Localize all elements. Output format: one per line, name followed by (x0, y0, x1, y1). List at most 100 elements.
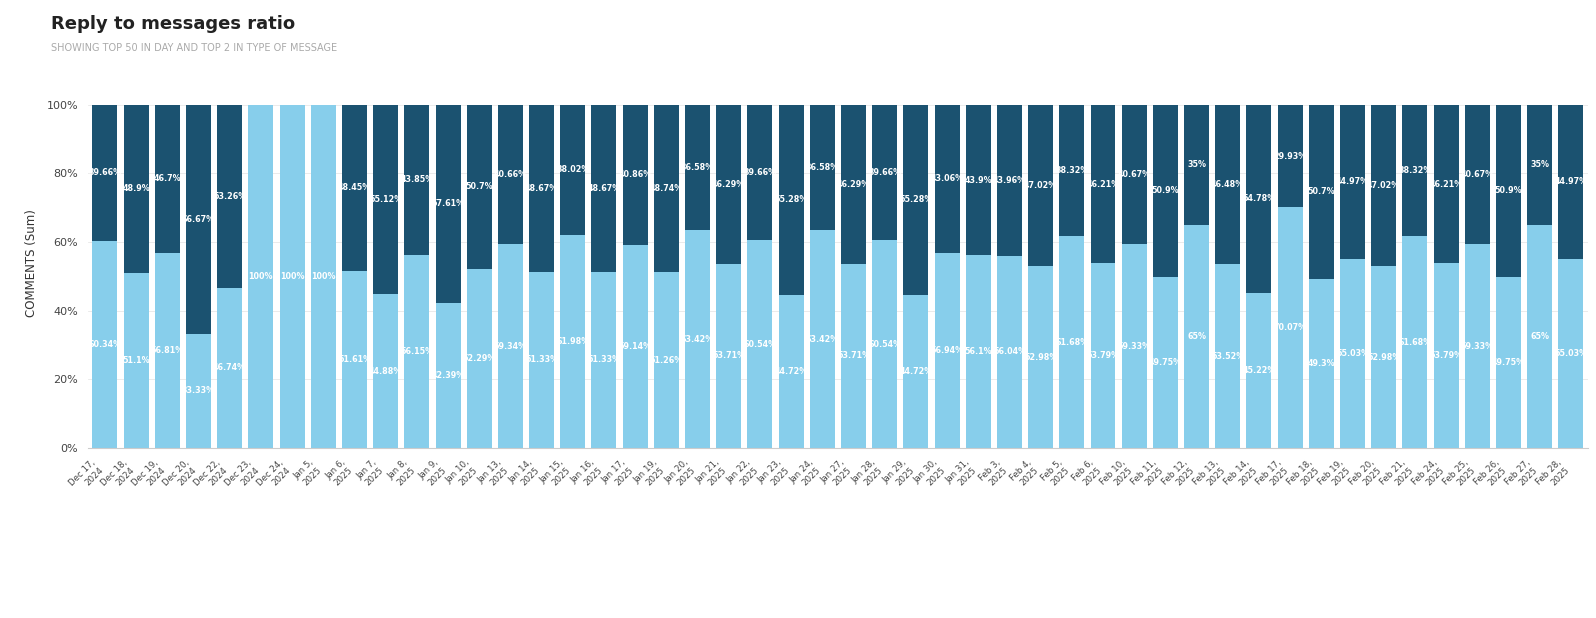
Text: 44.97%: 44.97% (1336, 177, 1369, 187)
Text: 56.1%: 56.1% (964, 347, 993, 356)
Text: 53.71%: 53.71% (836, 352, 870, 360)
Bar (1433, 104, 1459, 263)
Bar (779, 104, 804, 295)
Text: 65%: 65% (1531, 332, 1550, 341)
Text: Reply to messages ratio: Reply to messages ratio (51, 15, 295, 33)
Text: 63.42%: 63.42% (806, 335, 839, 344)
Bar (935, 104, 959, 253)
Bar (530, 272, 554, 448)
Text: 48.74%: 48.74% (650, 184, 683, 193)
Bar (1090, 104, 1116, 263)
Text: 56.15%: 56.15% (401, 347, 434, 356)
Text: 38.32%: 38.32% (1055, 166, 1088, 175)
Bar (871, 104, 897, 240)
Text: 46.21%: 46.21% (1087, 180, 1120, 188)
Text: 61.68%: 61.68% (1055, 337, 1088, 347)
Bar (1028, 104, 1053, 266)
Bar (1090, 263, 1116, 448)
Bar (1495, 104, 1521, 277)
Text: 60.54%: 60.54% (744, 340, 777, 349)
Bar (1465, 244, 1489, 448)
Bar (187, 104, 211, 334)
Text: 52.29%: 52.29% (463, 353, 496, 363)
Bar (1152, 277, 1178, 448)
Text: 49.75%: 49.75% (1149, 358, 1183, 367)
Text: 52.98%: 52.98% (1368, 353, 1400, 362)
Text: 39.66%: 39.66% (88, 168, 121, 177)
Bar (841, 264, 867, 448)
Bar (1246, 293, 1272, 448)
Text: 49.75%: 49.75% (1492, 358, 1526, 367)
Bar (1341, 259, 1365, 448)
Bar (373, 104, 397, 294)
Bar (404, 255, 429, 448)
Bar (436, 302, 461, 448)
Text: 53.79%: 53.79% (1087, 351, 1119, 360)
Bar (498, 244, 523, 448)
Text: 36.58%: 36.58% (806, 163, 839, 172)
Bar (1246, 104, 1272, 293)
Bar (779, 295, 804, 448)
Text: 55.28%: 55.28% (774, 195, 808, 204)
Text: 44.72%: 44.72% (774, 366, 808, 376)
Bar (1215, 104, 1240, 265)
Text: 40.67%: 40.67% (1117, 170, 1151, 179)
Text: 60.54%: 60.54% (868, 340, 902, 349)
Bar (560, 235, 586, 448)
Text: 51.33%: 51.33% (587, 355, 621, 365)
Text: 51.26%: 51.26% (650, 355, 683, 365)
Bar (871, 240, 897, 448)
Text: 59.34%: 59.34% (493, 342, 527, 350)
Text: 53.71%: 53.71% (712, 352, 745, 360)
Text: 59.33%: 59.33% (1117, 342, 1151, 350)
Bar (93, 241, 118, 448)
Text: 66.67%: 66.67% (182, 214, 215, 224)
Bar (1403, 236, 1427, 448)
Text: 50.7%: 50.7% (1307, 187, 1336, 197)
Bar (1215, 265, 1240, 448)
Bar (809, 104, 835, 231)
Y-axis label: COMMENTS (Sum): COMMENTS (Sum) (26, 209, 38, 316)
Text: 53.52%: 53.52% (1211, 352, 1245, 361)
Text: 56.81%: 56.81% (150, 346, 184, 355)
Bar (1184, 104, 1210, 225)
Bar (279, 104, 305, 448)
Text: 46.48%: 46.48% (1211, 180, 1245, 189)
Bar (903, 104, 929, 295)
Bar (217, 104, 243, 287)
Bar (903, 295, 929, 448)
Text: 54.78%: 54.78% (1242, 194, 1275, 203)
Bar (466, 104, 492, 268)
Bar (622, 104, 648, 245)
Text: 44.72%: 44.72% (899, 366, 932, 376)
Bar (1060, 236, 1084, 448)
Bar (1028, 266, 1053, 448)
Bar (717, 104, 741, 264)
Bar (342, 271, 367, 448)
Text: 51.33%: 51.33% (525, 355, 559, 365)
Text: 39.66%: 39.66% (744, 168, 777, 177)
Text: 46.21%: 46.21% (1430, 180, 1462, 188)
Bar (1122, 104, 1146, 244)
Text: 29.93%: 29.93% (1274, 151, 1307, 161)
Bar (404, 104, 429, 255)
Bar (1278, 104, 1302, 208)
Bar (436, 104, 461, 302)
Text: 100%: 100% (249, 272, 273, 281)
Bar (841, 104, 867, 264)
Text: 48.67%: 48.67% (525, 184, 559, 193)
Text: 33.33%: 33.33% (182, 386, 215, 396)
Text: 43.85%: 43.85% (401, 176, 434, 185)
Text: 65%: 65% (1187, 332, 1207, 341)
Text: 49.3%: 49.3% (1307, 359, 1336, 368)
Text: 55.03%: 55.03% (1555, 349, 1588, 358)
Text: 53.79%: 53.79% (1430, 351, 1462, 360)
Bar (592, 104, 616, 272)
Bar (1371, 266, 1396, 448)
Text: 56.94%: 56.94% (930, 346, 964, 355)
Text: 38.32%: 38.32% (1398, 166, 1432, 175)
Bar (1060, 104, 1084, 236)
Bar (311, 104, 335, 448)
Bar (342, 104, 367, 271)
Text: 46.29%: 46.29% (836, 180, 870, 188)
